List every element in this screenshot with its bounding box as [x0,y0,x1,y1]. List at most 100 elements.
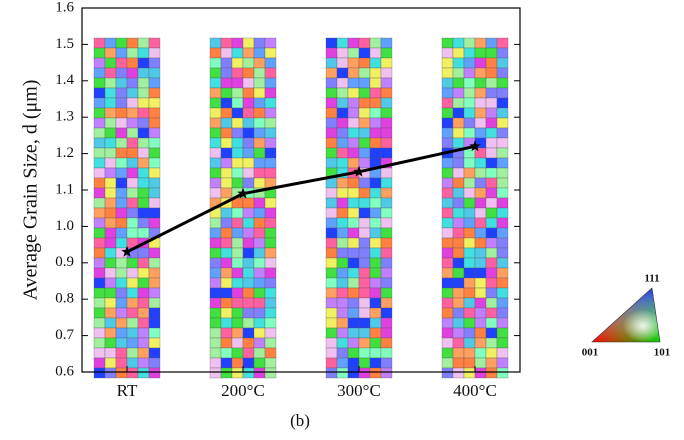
grain [148,297,161,309]
grain [104,97,117,109]
grain [264,47,277,59]
grain [474,57,487,69]
grain [485,297,498,309]
grain [496,77,509,89]
y-tick-label: 1.3 [55,109,74,125]
grain [148,217,161,229]
grain [242,97,255,109]
grain [137,97,150,109]
grain [104,297,117,309]
grain [347,317,360,329]
grain [93,107,106,119]
grain [253,47,266,59]
grain [441,77,454,89]
grain [463,57,476,69]
grain [358,297,371,309]
grain [496,257,509,269]
grain [220,207,233,219]
grain [209,187,222,199]
grain [148,357,161,369]
grain [242,277,255,289]
grain [336,337,349,349]
grain [369,207,382,219]
grain [380,37,393,49]
grain [104,267,117,279]
grain [264,127,277,139]
grain [104,127,117,139]
grain [380,117,393,129]
grain [485,57,498,69]
grain [137,107,150,119]
grain [474,247,487,259]
grain [358,177,371,189]
ipf-label: 001 [582,347,599,359]
grain [336,267,349,279]
grain [93,267,106,279]
grain [231,47,244,59]
grain [137,277,150,289]
grain [358,327,371,339]
grain [463,107,476,119]
grain [264,227,277,239]
grain [209,87,222,99]
grain [336,177,349,189]
grain [148,157,161,169]
grain [115,197,128,209]
grain [115,337,128,349]
grain [264,357,277,369]
grain [347,187,360,199]
grain [104,237,117,249]
grain [104,367,117,379]
grain [452,357,465,369]
grain [148,277,161,289]
grain [93,217,106,229]
grain [93,207,106,219]
grain [264,97,277,109]
grain [496,277,509,289]
grain [126,337,139,349]
grain [220,187,233,199]
grain [441,287,454,299]
grain [209,317,222,329]
grain [115,137,128,149]
grain [347,327,360,339]
grain [137,257,150,269]
grain [347,97,360,109]
grain [126,187,139,199]
grain [369,177,382,189]
grain [115,317,128,329]
grain [264,237,277,249]
grain [380,247,393,259]
grain [253,277,266,289]
grain [369,137,382,149]
grain [485,227,498,239]
grain [474,297,487,309]
grain [347,147,360,159]
grain [325,327,338,339]
grain [369,67,382,79]
y-axis-label: Average Grain Size, d (μm) [20,80,42,301]
grain [209,287,222,299]
grain [496,367,509,379]
grain [325,287,338,299]
grain [485,237,498,249]
grain [380,277,393,289]
grain [148,247,161,259]
grain [325,117,338,129]
grain [209,237,222,249]
grain [380,187,393,199]
grain [209,327,222,339]
grain [474,97,487,109]
grain [358,227,371,239]
grain [336,117,349,129]
grain [93,227,106,239]
grain [104,257,117,269]
grain [209,117,222,129]
grain [264,137,277,149]
grain [148,197,161,209]
grain [441,187,454,199]
grain [452,97,465,109]
grain [137,137,150,149]
grain [253,327,266,339]
